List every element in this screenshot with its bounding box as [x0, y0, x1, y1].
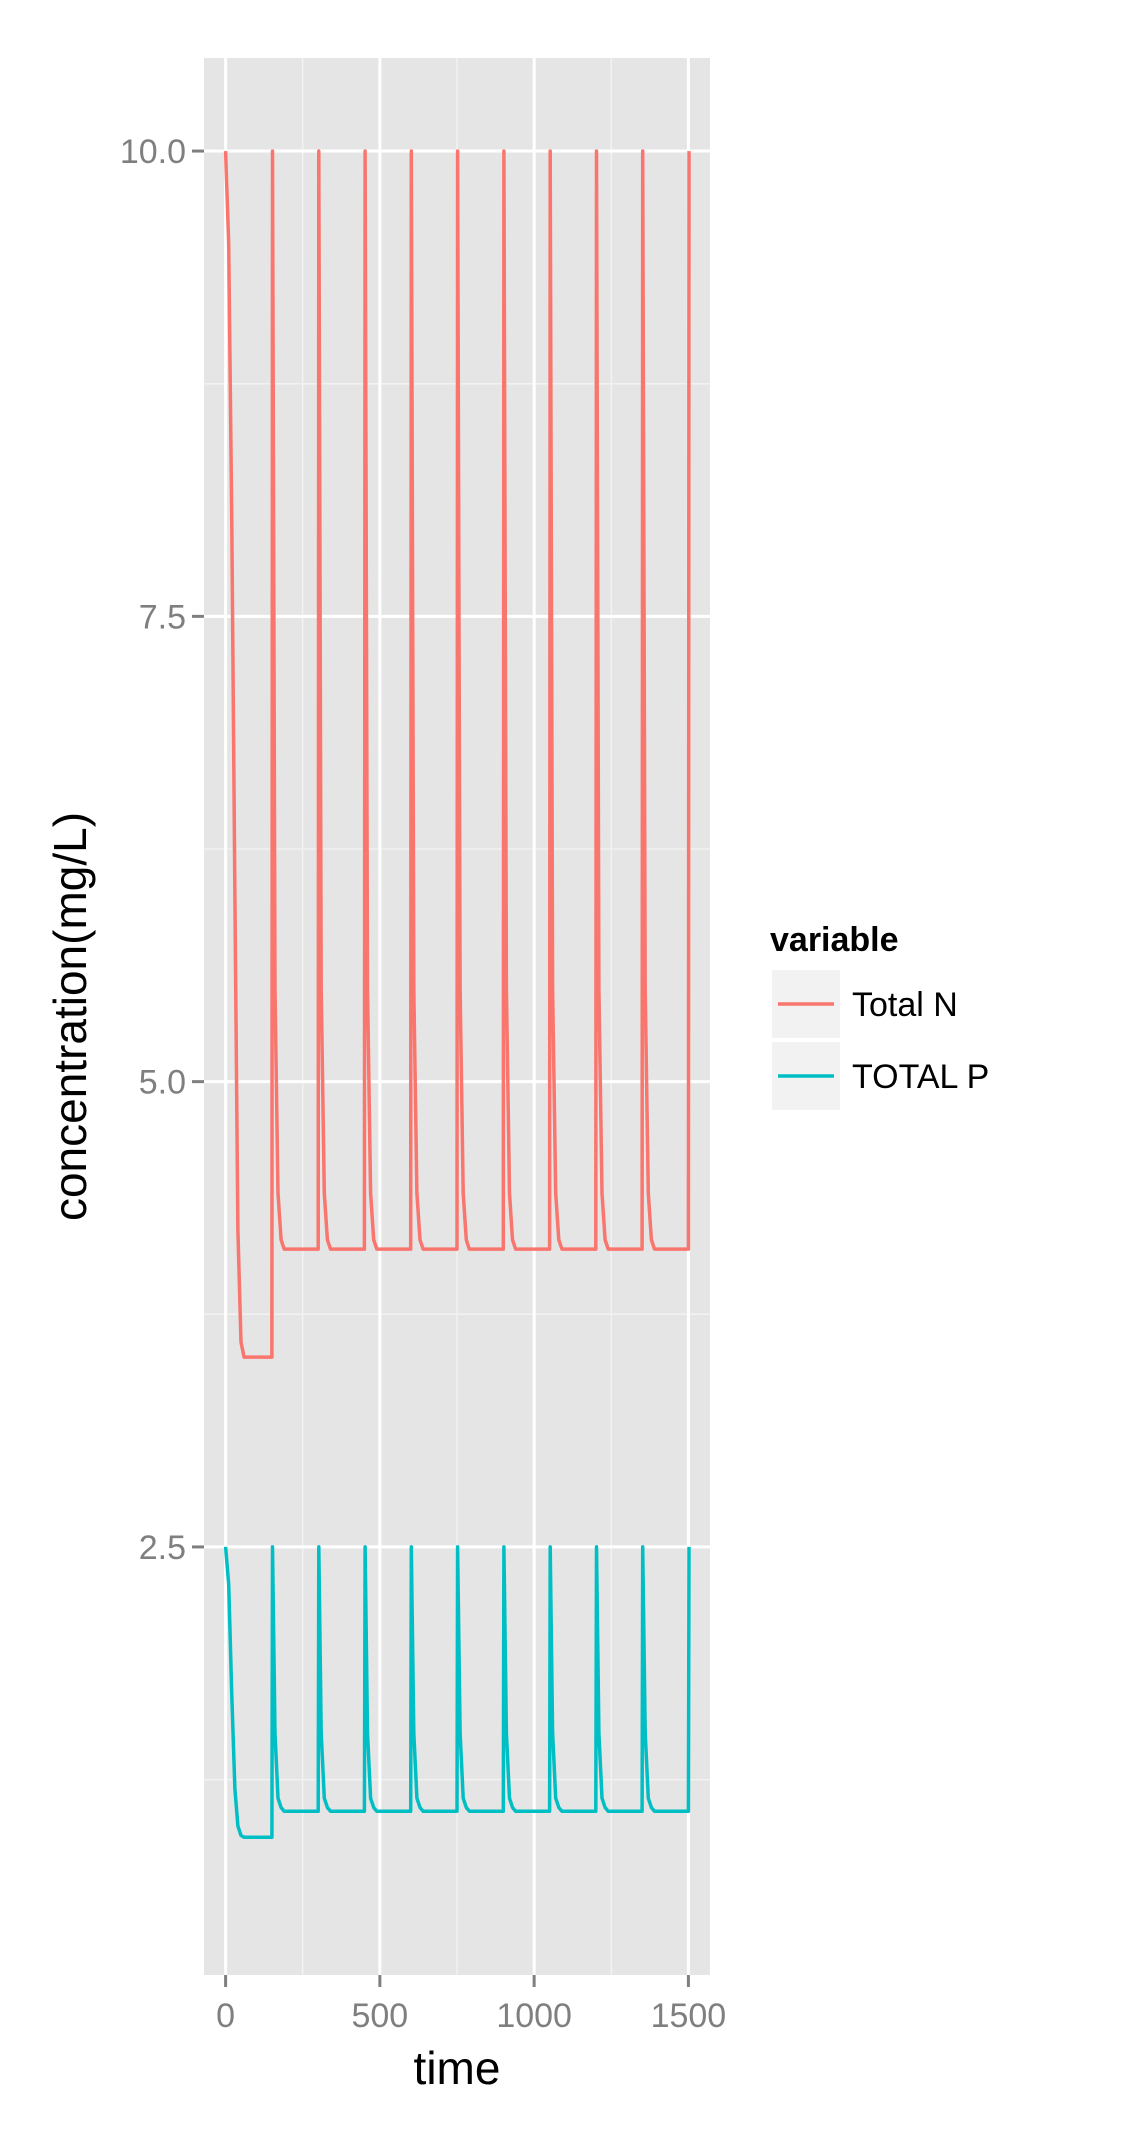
x-tick-label: 0: [216, 1997, 235, 2035]
series-lines: [223, 149, 691, 1840]
y-tick-label: 5.0: [139, 1064, 186, 1102]
legend: variable Total N TOTAL P: [770, 921, 989, 1110]
y-tick-label: 2.5: [139, 1529, 186, 1567]
x-tick-label: 1000: [496, 1997, 572, 2035]
y-tick-label: 7.5: [139, 598, 186, 636]
series-line-total-n: [223, 149, 691, 1359]
legend-title: variable: [770, 921, 899, 959]
y-tick-label: 10.0: [120, 133, 186, 171]
legend-label: Total N: [852, 986, 958, 1024]
legend-label: TOTAL P: [852, 1058, 989, 1096]
x-tick-label: 1500: [651, 1997, 727, 2035]
y-axis-title: concentration(mg/L): [44, 812, 96, 1221]
x-tick-label: 500: [351, 1997, 408, 2035]
axes: 2.5 5.0 7.5 10.0 0 500 1000 1500: [120, 133, 726, 2035]
x-axis-title: time: [414, 2042, 501, 2094]
series-line-total-p: [223, 1545, 691, 1840]
